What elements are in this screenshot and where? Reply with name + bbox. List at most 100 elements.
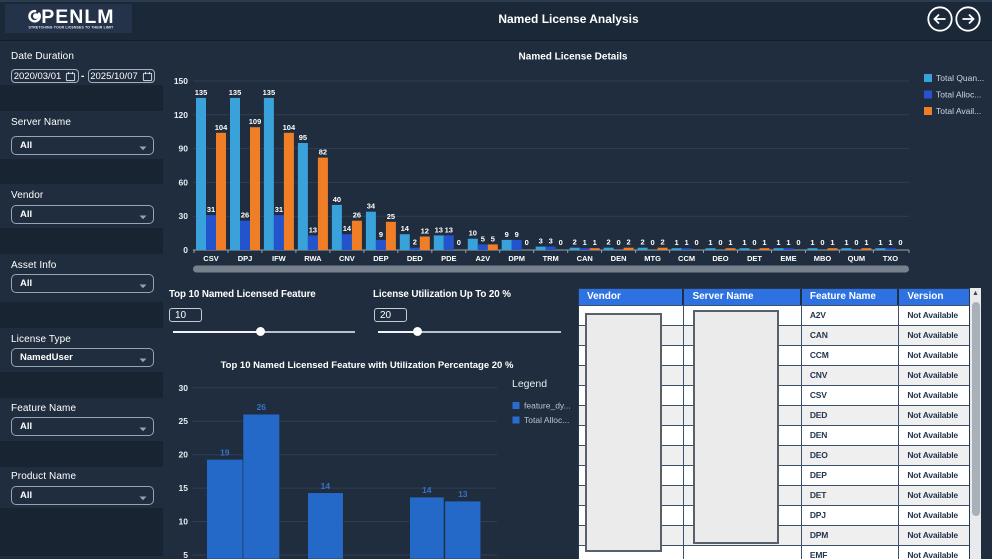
svg-text:MBO: MBO (814, 254, 832, 263)
svg-text:135: 135 (195, 88, 208, 97)
svg-text:1: 1 (786, 238, 790, 247)
svg-text:120: 120 (174, 110, 188, 120)
svg-text:2: 2 (661, 238, 665, 247)
svg-text:15: 15 (179, 483, 189, 493)
svg-text:30: 30 (179, 211, 189, 221)
svg-text:14: 14 (422, 485, 432, 495)
svg-text:DPJ: DPJ (238, 254, 253, 263)
svg-text:DPM: DPM (508, 254, 525, 263)
svg-text:30: 30 (179, 383, 189, 393)
svg-text:Legend: Legend (512, 378, 547, 390)
svg-text:0: 0 (854, 238, 858, 247)
svg-text:1: 1 (675, 238, 679, 247)
svg-text:Top 10 Named Licensed Feature: Top 10 Named Licensed Feature with Utili… (221, 360, 514, 371)
svg-text:0: 0 (796, 238, 800, 247)
svg-text:Total Avail...: Total Avail... (936, 106, 981, 116)
svg-text:1: 1 (776, 238, 780, 247)
svg-text:14: 14 (321, 481, 331, 491)
svg-text:20: 20 (179, 450, 189, 460)
svg-text:2: 2 (641, 238, 645, 247)
svg-text:104: 104 (215, 123, 228, 132)
svg-text:CCM: CCM (678, 254, 695, 263)
svg-text:9: 9 (515, 230, 519, 239)
svg-text:26: 26 (353, 211, 361, 220)
svg-text:9: 9 (505, 230, 509, 239)
svg-text:5: 5 (491, 234, 495, 243)
svg-text:1: 1 (864, 238, 868, 247)
svg-text:Total Quan...: Total Quan... (936, 73, 984, 83)
svg-text:13: 13 (445, 225, 453, 234)
svg-text:IFW: IFW (272, 254, 287, 263)
svg-text:0: 0 (457, 238, 461, 247)
svg-text:5: 5 (481, 234, 485, 243)
svg-text:14: 14 (401, 224, 410, 233)
svg-text:150: 150 (174, 76, 188, 86)
svg-text:90: 90 (179, 144, 189, 154)
svg-text:1: 1 (888, 238, 892, 247)
svg-text:0: 0 (820, 238, 824, 247)
svg-text:104: 104 (283, 123, 296, 132)
svg-text:0: 0 (651, 238, 655, 247)
svg-text:135: 135 (263, 88, 276, 97)
svg-text:1: 1 (810, 238, 814, 247)
svg-text:2: 2 (413, 238, 417, 247)
svg-text:Total Alloc...: Total Alloc... (936, 90, 981, 100)
svg-text:MTG: MTG (644, 254, 661, 263)
svg-text:10: 10 (469, 229, 477, 238)
svg-text:13: 13 (435, 225, 443, 234)
svg-text:1: 1 (878, 238, 882, 247)
svg-text:DEO: DEO (712, 254, 728, 263)
svg-text:QUM: QUM (848, 254, 866, 263)
svg-text:DED: DED (407, 254, 423, 263)
svg-text:12: 12 (421, 227, 429, 236)
svg-text:1: 1 (593, 238, 597, 247)
svg-text:19: 19 (220, 447, 230, 457)
svg-text:2: 2 (573, 238, 577, 247)
svg-text:0: 0 (718, 238, 722, 247)
svg-text:13: 13 (309, 225, 317, 234)
svg-text:95: 95 (299, 133, 307, 142)
svg-text:109: 109 (249, 117, 262, 126)
svg-text:3: 3 (549, 237, 553, 246)
svg-text:1: 1 (728, 238, 732, 247)
svg-text:1: 1 (708, 238, 712, 247)
svg-text:25: 25 (179, 416, 189, 426)
svg-text:1: 1 (762, 238, 766, 247)
svg-text:0: 0 (752, 238, 756, 247)
svg-text:13: 13 (458, 489, 468, 499)
svg-text:DEP: DEP (373, 254, 388, 263)
svg-text:feature_dy...: feature_dy... (524, 401, 571, 411)
svg-text:135: 135 (229, 88, 242, 97)
svg-text:EME: EME (780, 254, 796, 263)
svg-text:0: 0 (525, 238, 529, 247)
svg-text:60: 60 (179, 177, 189, 187)
svg-text:1: 1 (685, 238, 689, 247)
svg-text:2: 2 (607, 238, 611, 247)
svg-text:1: 1 (742, 238, 746, 247)
svg-text:1: 1 (844, 238, 848, 247)
svg-text:31: 31 (207, 205, 215, 214)
svg-text:0: 0 (559, 238, 563, 247)
svg-text:0: 0 (898, 238, 902, 247)
svg-text:3: 3 (539, 237, 543, 246)
svg-text:82: 82 (319, 148, 327, 157)
svg-text:25: 25 (387, 212, 395, 221)
svg-text:0: 0 (617, 238, 621, 247)
svg-text:1: 1 (830, 238, 834, 247)
svg-text:0: 0 (695, 238, 699, 247)
svg-text:26: 26 (241, 211, 249, 220)
svg-text:10: 10 (179, 517, 189, 527)
svg-text:PDE: PDE (441, 254, 456, 263)
svg-text:0: 0 (183, 245, 188, 255)
svg-text:31: 31 (275, 205, 283, 214)
svg-text:CNV: CNV (339, 254, 355, 263)
svg-text:TXO: TXO (883, 254, 899, 263)
svg-text:14: 14 (343, 224, 352, 233)
svg-text:PENLM: PENLM (41, 6, 114, 28)
svg-text:26: 26 (257, 402, 267, 412)
svg-text:9: 9 (379, 230, 383, 239)
svg-text:RWA: RWA (304, 254, 322, 263)
svg-text:CSV: CSV (203, 254, 218, 263)
svg-text:Total Alloc...: Total Alloc... (524, 415, 569, 425)
svg-text:DEN: DEN (611, 254, 627, 263)
